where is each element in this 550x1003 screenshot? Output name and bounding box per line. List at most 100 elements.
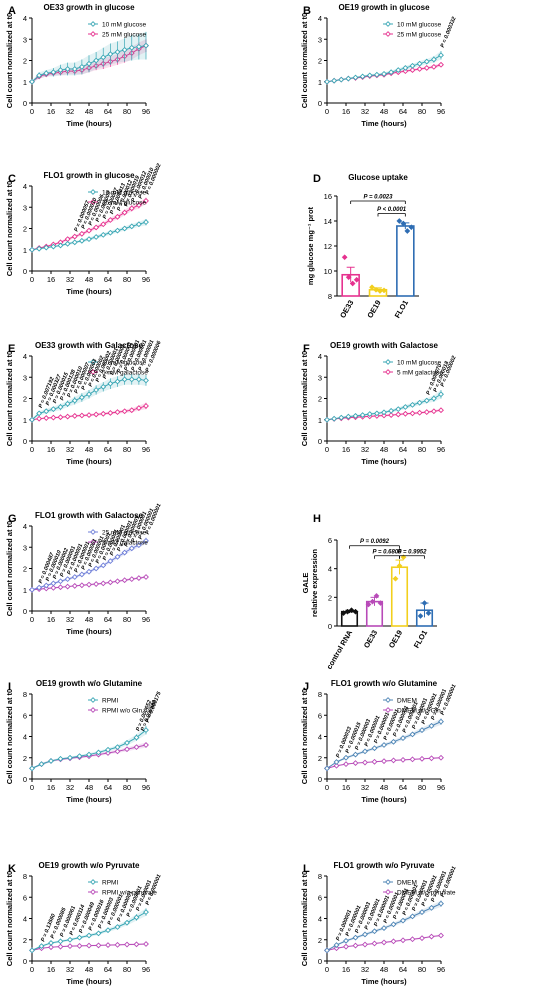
data-point bbox=[373, 71, 380, 78]
data-point bbox=[324, 947, 330, 954]
data-point bbox=[438, 407, 444, 414]
data-point bbox=[86, 581, 92, 588]
data-point bbox=[78, 237, 85, 244]
data-point bbox=[71, 574, 78, 580]
data-point bbox=[100, 580, 107, 587]
data-point bbox=[114, 213, 121, 220]
data-point bbox=[419, 755, 425, 762]
y-tick-label: 4 bbox=[23, 14, 27, 23]
data-point bbox=[64, 400, 71, 407]
x-tick-label: 48 bbox=[85, 965, 93, 974]
x-tick-label: 16 bbox=[342, 965, 350, 974]
data-point bbox=[419, 935, 425, 942]
y-tick-label: 1 bbox=[23, 78, 27, 87]
y-tick-label: 2 bbox=[318, 395, 322, 404]
y-tick-label: 2 bbox=[318, 936, 322, 945]
x-tick-label: 80 bbox=[418, 107, 426, 116]
y-tick-label: 2 bbox=[23, 565, 27, 574]
legend-label: DMEM bbox=[397, 698, 417, 705]
legend-swatch-marker bbox=[90, 369, 96, 375]
data-point bbox=[409, 756, 416, 763]
bar-group: OE33 bbox=[362, 592, 384, 650]
chart-title: FLO1 growth in glucose bbox=[43, 171, 135, 180]
data-point bbox=[423, 409, 430, 416]
x-tick-label: 0 bbox=[30, 275, 34, 284]
y-tick-label: 2 bbox=[23, 395, 27, 404]
data-point bbox=[107, 229, 114, 236]
data-point bbox=[43, 582, 50, 589]
series-1 bbox=[324, 718, 444, 772]
y-tick-label: 8 bbox=[318, 690, 322, 699]
data-point bbox=[428, 904, 435, 911]
data-point bbox=[57, 943, 64, 950]
data-point bbox=[86, 568, 92, 575]
data-point bbox=[57, 242, 64, 249]
data-point bbox=[430, 63, 437, 70]
legend: 10 mM glucose 5 mM galactose bbox=[88, 359, 148, 377]
x-tick-label: 48 bbox=[85, 107, 93, 116]
legend-label: RPMI w/o Gln bbox=[102, 708, 142, 715]
legend-label: RPMI w/o pyruvate bbox=[102, 890, 157, 897]
y-tick-label: 2 bbox=[23, 225, 27, 234]
data-point bbox=[128, 376, 135, 383]
data-point bbox=[121, 577, 128, 584]
panel-C: C 0 1 2 3 4 0 16 32 48 64 80 96 Time (hours) Cell coun… bbox=[5, 163, 163, 296]
data-point bbox=[416, 409, 423, 416]
data-point bbox=[417, 613, 424, 619]
panel-G: G 0 1 2 3 4 0 16 32 48 64 80 96 Time (hours) Cell coun… bbox=[5, 503, 163, 636]
series-2 bbox=[324, 754, 444, 772]
category-label: OE33 bbox=[362, 629, 379, 650]
panel-letter: I bbox=[8, 681, 11, 693]
data-point bbox=[43, 244, 50, 251]
data-point bbox=[114, 744, 121, 751]
significance-bracket: P = 0.9952 bbox=[398, 549, 427, 559]
data-point bbox=[86, 412, 92, 419]
x-tick-label: 0 bbox=[325, 445, 329, 454]
data-point bbox=[86, 236, 92, 243]
data-point bbox=[100, 562, 107, 569]
data-point bbox=[43, 408, 50, 415]
data-point bbox=[95, 942, 102, 949]
y-axis-label: Cell count normalized at t0 bbox=[5, 871, 14, 966]
legend-label: DMEM w/o pyruvate bbox=[397, 890, 456, 897]
data-point bbox=[29, 416, 35, 423]
series-1 bbox=[29, 374, 149, 423]
y-tick-label: 1 bbox=[318, 416, 322, 425]
data-point bbox=[78, 582, 85, 589]
chart-title: OE19 growth w/o Pyruvate bbox=[39, 861, 140, 870]
data-point bbox=[343, 761, 349, 768]
data-point bbox=[43, 415, 50, 421]
x-tick-label: 64 bbox=[104, 445, 112, 454]
y-tick-label: 6 bbox=[23, 893, 27, 902]
legend: 10 mM glucose 25 mM glucose bbox=[383, 21, 441, 39]
panel-letter: E bbox=[8, 343, 15, 355]
legend-swatch-marker bbox=[385, 697, 391, 703]
data-point bbox=[86, 227, 92, 234]
data-point bbox=[93, 234, 100, 240]
panel-letter: F bbox=[303, 343, 310, 355]
data-point bbox=[402, 404, 409, 410]
data-point bbox=[78, 412, 85, 419]
x-tick-label: 64 bbox=[399, 783, 407, 792]
chart-title: FLO1 growth w/o Glutamine bbox=[331, 679, 438, 688]
y-tick-label: 8 bbox=[318, 872, 322, 881]
data-point bbox=[50, 580, 57, 587]
data-point bbox=[143, 742, 149, 748]
x-tick-label: 32 bbox=[66, 275, 74, 284]
data-point bbox=[409, 936, 416, 943]
x-tick-label: 48 bbox=[85, 275, 93, 284]
data-point bbox=[381, 925, 387, 931]
data-point bbox=[57, 578, 64, 585]
data-point bbox=[416, 66, 423, 72]
chart-title: OE19 growth w/o Glutamine bbox=[36, 679, 143, 688]
data-point bbox=[373, 410, 380, 417]
data-point bbox=[352, 942, 359, 949]
p-value-label: P = 0.000332 bbox=[440, 16, 458, 49]
panel-F: F 0 1 2 3 4 0 16 32 48 64 80 96 Time (hours) Cell coun… bbox=[300, 341, 458, 466]
bracket-label: P = 0.0023 bbox=[364, 195, 394, 201]
panel-letter: D bbox=[313, 173, 321, 185]
data-point bbox=[400, 735, 406, 742]
data-point bbox=[57, 755, 64, 762]
data-point bbox=[143, 377, 149, 384]
